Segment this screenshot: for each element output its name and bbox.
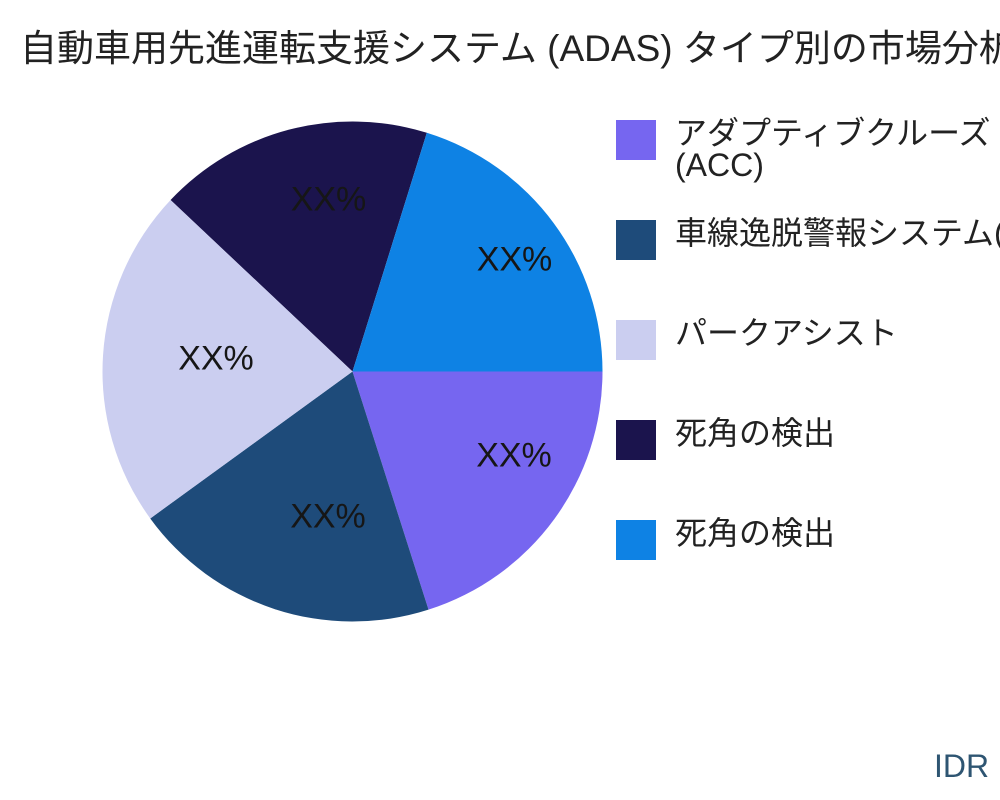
svg-text:XX%: XX% xyxy=(476,437,552,475)
svg-text:XX%: XX% xyxy=(178,340,254,378)
svg-text:XX%: XX% xyxy=(477,240,553,278)
svg-text:XX%: XX% xyxy=(290,497,366,535)
svg-text:XX%: XX% xyxy=(291,180,367,218)
